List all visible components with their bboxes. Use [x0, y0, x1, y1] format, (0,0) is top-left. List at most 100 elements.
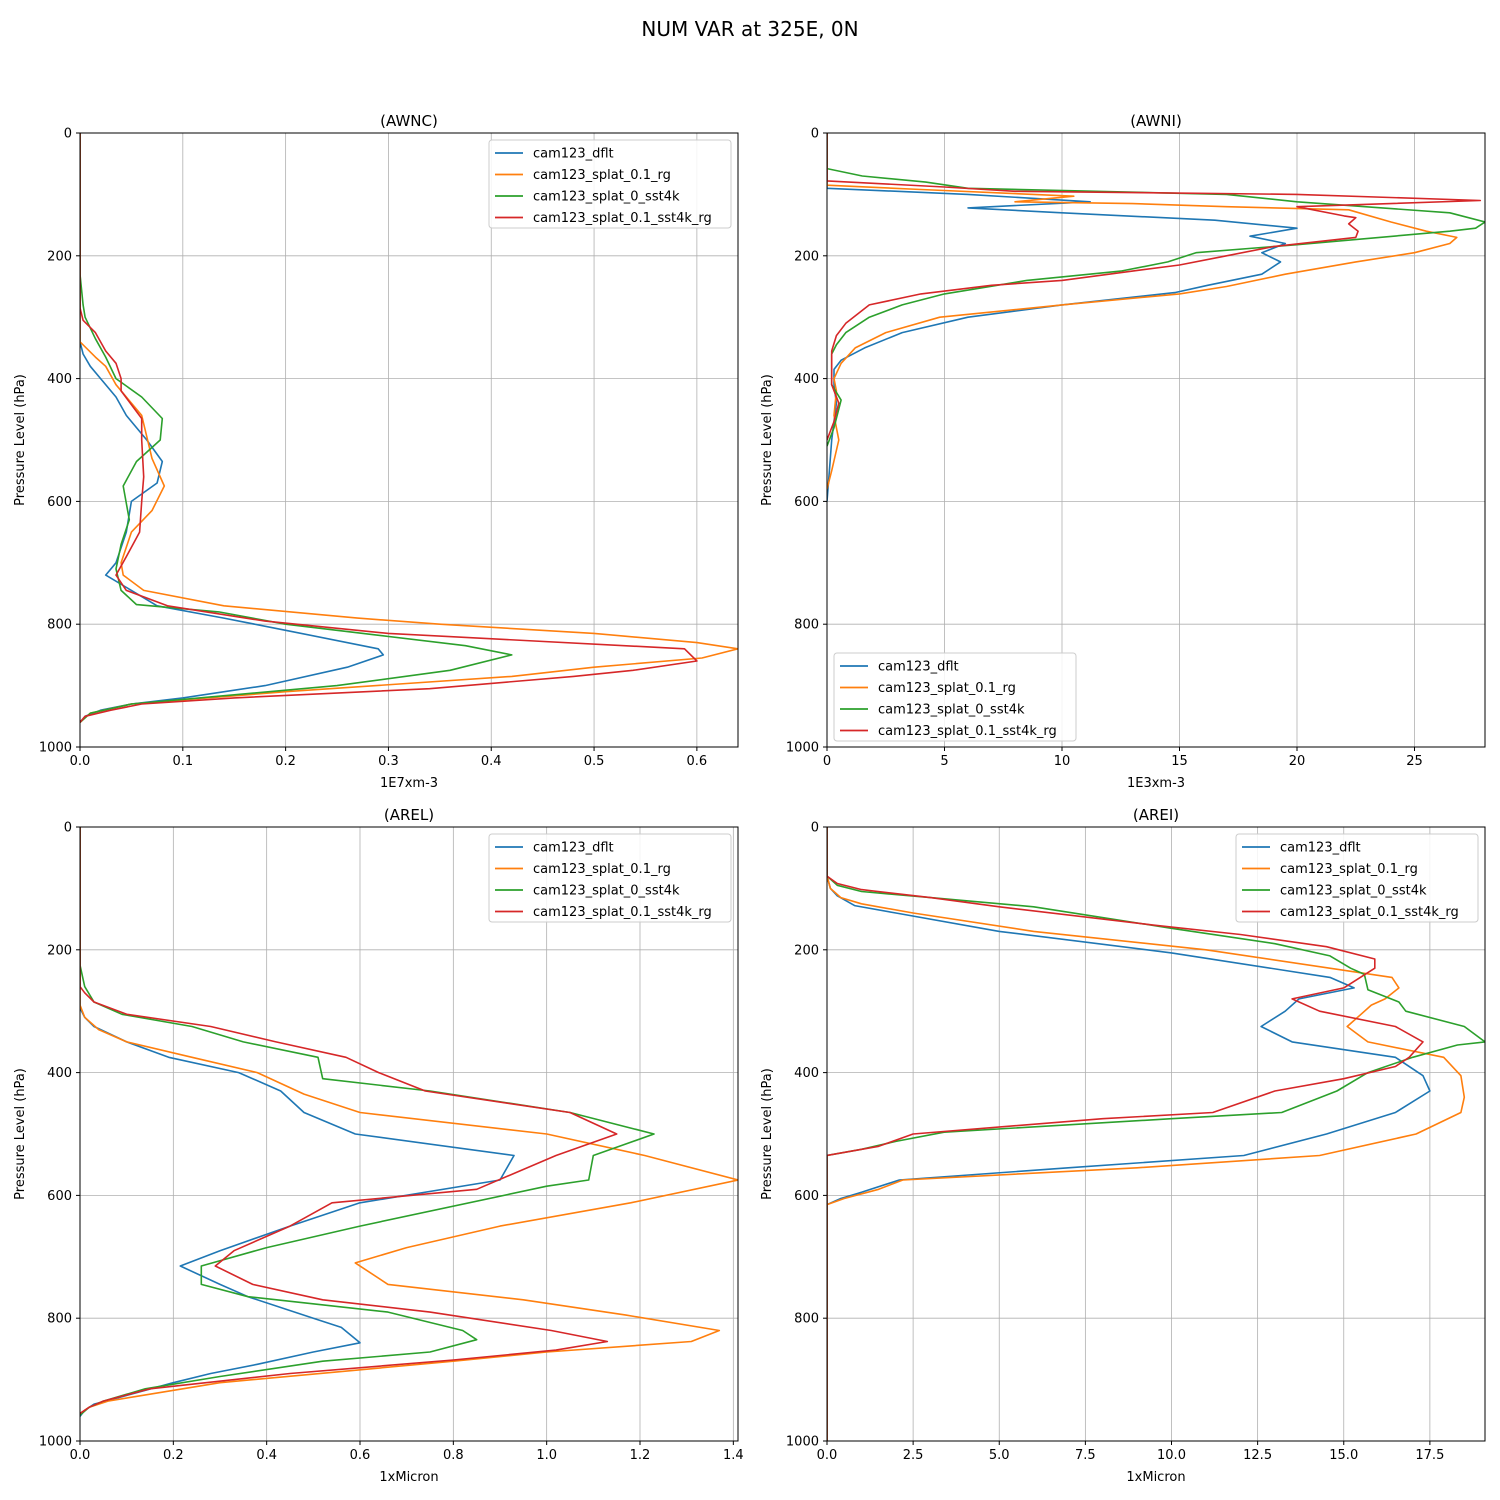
x-tick-label: 17.5 — [1415, 1448, 1444, 1463]
legend: cam123_dflt cam123_splat_0.1_rg cam123_spl… — [833, 652, 1077, 742]
y-tick-label: 1000 — [786, 1435, 819, 1450]
y-tick-label: 1000 — [39, 741, 72, 756]
y-tick-label: 800 — [47, 1312, 72, 1327]
plot-frame — [79, 826, 739, 1442]
series-group — [80, 133, 738, 723]
y-axis-label: Pressure Level (hPa) — [13, 1068, 28, 1200]
y-tick-label: 600 — [794, 1189, 819, 1204]
x-tick-label: 10 — [1054, 754, 1071, 769]
legend-label: cam123_dflt — [533, 147, 614, 162]
series-line-cam123_splat_0_sst4k — [827, 827, 1485, 1441]
panel-awnc: 0.0 0.1 0.2 0.3 0.4 0.5 0.6 0 200 400 600 800 1000 (A… — [13, 112, 739, 791]
y-tick-label: 0 — [64, 127, 72, 142]
y-tick-label: 0 — [811, 127, 819, 142]
y-tick-label: 400 — [47, 1066, 72, 1081]
x-tick-label: 0.4 — [256, 1448, 277, 1463]
y-tick-label: 800 — [47, 618, 72, 633]
legend-label: cam123_dflt — [533, 841, 614, 856]
series-line-cam123_splat_0_sst4k — [80, 827, 655, 1416]
series-line-cam123_splat_0_sst4k — [827, 133, 1485, 447]
panel-title: (AREL) — [384, 806, 434, 824]
legend: cam123_dflt cam123_splat_0.1_rg cam123_spl… — [488, 139, 732, 229]
y-tick-label: 200 — [794, 249, 819, 264]
series-group — [827, 827, 1485, 1441]
panels: 0.0 0.1 0.2 0.3 0.4 0.5 0.602004006008001000(A… — [13, 112, 1486, 1485]
x-tick-label: 0.2 — [275, 754, 296, 769]
x-tick-label: 7.5 — [1075, 1448, 1096, 1463]
x-tick-label: 1.2 — [630, 1448, 651, 1463]
x-tick-label: 0.8 — [443, 1448, 464, 1463]
x-tick-label: 0.2 — [163, 1448, 184, 1463]
legend-label: cam123_splat_0.1_sst4k_rg — [878, 724, 1057, 739]
x-tick-label: 0.1 — [172, 754, 193, 769]
x-tick-label: 0.0 — [817, 1448, 838, 1463]
panel-title: (AREI) — [1133, 806, 1179, 824]
legend: cam123_dflt cam123_splat_0.1_rg cam123_spl… — [488, 833, 732, 923]
x-tick-label: 0 — [823, 754, 831, 769]
legend-label: cam123_splat_0_sst4k — [533, 884, 680, 899]
x-axis-label: 1xMicron — [379, 1470, 438, 1485]
x-tick-label: 0.3 — [378, 754, 399, 769]
legend-label: cam123_splat_0.1_sst4k_rg — [1280, 905, 1459, 920]
legend-box — [833, 652, 1077, 742]
x-axis-label: 1xMicron — [1126, 1470, 1185, 1485]
x-tick-label: 0.5 — [584, 754, 605, 769]
legend-label: cam123_splat_0_sst4k — [533, 190, 680, 205]
legend-label: cam123_splat_0.1_rg — [533, 168, 671, 183]
y-axis-label: Pressure Level (hPa) — [760, 1068, 775, 1200]
legend-box — [488, 833, 732, 923]
x-tick-label: 25 — [1406, 754, 1423, 769]
panel-title: (AWNI) — [1130, 112, 1182, 130]
x-tick-label: 0.0 — [70, 754, 91, 769]
panel-awni: 0 5 10 15 20 25 0 200 400 600 800 1000 (AWNI) 1E3xm-3… — [760, 112, 1486, 791]
legend-label: cam123_splat_0_sst4k — [878, 703, 1025, 718]
x-tick-label: 0.0 — [70, 1448, 91, 1463]
series-line-cam123_splat_0.1_sst4k_rg — [80, 133, 698, 723]
y-axis-label: Pressure Level (hPa) — [13, 374, 28, 506]
legend-label: cam123_splat_0.1_sst4k_rg — [533, 211, 712, 226]
y-tick-label: 200 — [47, 249, 72, 264]
y-tick-label: 0 — [64, 821, 72, 836]
y-tick-label: 800 — [794, 1312, 819, 1327]
y-tick-label: 400 — [794, 372, 819, 387]
series-line-cam123_splat_0.1_rg — [80, 133, 738, 723]
y-tick-label: 200 — [794, 943, 819, 958]
x-tick-label: 2.5 — [903, 1448, 924, 1463]
y-axis-label: Pressure Level (hPa) — [760, 374, 775, 506]
y-tick-label: 400 — [47, 372, 72, 387]
y-tick-label: 0 — [811, 821, 819, 836]
legend-box — [488, 139, 732, 229]
series-line-cam123_splat_0_sst4k — [80, 133, 513, 723]
series-line-cam123_splat_0.1_rg — [80, 827, 738, 1415]
legend-label: cam123_splat_0.1_rg — [878, 681, 1016, 696]
legend-label: cam123_splat_0.1_rg — [533, 862, 671, 877]
series-group — [80, 827, 738, 1417]
y-tick-label: 600 — [47, 495, 72, 510]
x-tick-label: 5.0 — [989, 1448, 1010, 1463]
y-tick-label: 1000 — [786, 741, 819, 756]
legend: cam123_dflt cam123_splat_0.1_rg cam123_spl… — [1235, 833, 1479, 923]
x-axis-label: 1E3xm-3 — [1127, 776, 1185, 791]
legend-label: cam123_splat_0_sst4k — [1280, 884, 1427, 899]
panel-arel: 0.0 0.2 0.4 0.6 0.8 1.0 1.2 1.4 0 200 400 600 800 100… — [13, 806, 744, 1485]
x-tick-label: 1.4 — [723, 1448, 744, 1463]
x-tick-label: 15.0 — [1329, 1448, 1358, 1463]
series-line-cam123_dflt — [80, 133, 385, 723]
y-tick-label: 600 — [794, 495, 819, 510]
y-tick-label: 600 — [47, 1189, 72, 1204]
series-line-cam123_splat_0.1_sst4k_rg — [827, 827, 1424, 1441]
legend-label: cam123_dflt — [1280, 841, 1361, 856]
x-tick-label: 0.6 — [350, 1448, 371, 1463]
plot-frame — [826, 132, 1486, 748]
y-tick-label: 800 — [794, 618, 819, 633]
y-tick-label: 1000 — [39, 1435, 72, 1450]
x-tick-label: 20 — [1289, 754, 1306, 769]
x-tick-label: 12.5 — [1243, 1448, 1272, 1463]
series-line-cam123_splat_0.1_sst4k_rg — [827, 133, 1482, 441]
plot-frame — [826, 826, 1486, 1442]
series-line-cam123_splat_0.1_rg — [827, 133, 1458, 490]
x-tick-label: 10.0 — [1157, 1448, 1186, 1463]
x-tick-label: 5 — [940, 754, 948, 769]
plot-frame — [79, 132, 739, 748]
y-tick-label: 200 — [47, 943, 72, 958]
